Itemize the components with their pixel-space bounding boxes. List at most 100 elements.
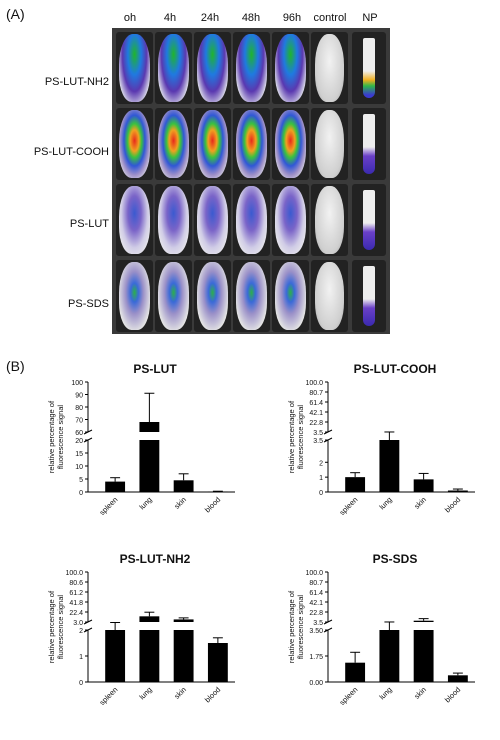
bar xyxy=(379,440,400,492)
y-axis-label-line: relative percentage of xyxy=(287,400,296,473)
x-tick-label: spleen xyxy=(338,685,360,707)
y-axis-label: relative percentage offluorescence signa… xyxy=(47,590,65,663)
row-header: PS-LUT-COOH xyxy=(33,146,109,158)
y-tick-label: 3.50 xyxy=(309,628,323,635)
y-tick-label: 41.8 xyxy=(69,600,83,607)
x-tick-label: lung xyxy=(377,495,393,511)
y-tick-label: 61.4 xyxy=(309,590,323,597)
chart-title: PS-LUT-NH2 xyxy=(119,552,191,566)
x-tick-label: skin xyxy=(412,685,428,701)
column-header: 24h xyxy=(200,12,220,24)
y-tick-label: 61.2 xyxy=(69,590,83,597)
y-tick-label: 0 xyxy=(79,490,83,497)
y-axis-label-line: fluorescence signal xyxy=(296,405,305,470)
y-tick-label: 2 xyxy=(79,628,83,635)
mouse-body xyxy=(158,110,189,178)
x-tick-label: spleen xyxy=(98,495,120,517)
mouse-image xyxy=(233,108,270,180)
y-tick-label: 42.1 xyxy=(309,600,323,607)
bar xyxy=(413,479,434,492)
mouse-body xyxy=(236,110,267,178)
y-tick-label: 3.0 xyxy=(73,620,83,627)
y-tick-label: 22.8 xyxy=(309,420,323,427)
x-tick-label: skin xyxy=(172,495,188,511)
bar xyxy=(413,630,434,682)
bar xyxy=(139,422,160,432)
mouse-image xyxy=(116,184,153,256)
mouse-image xyxy=(233,32,270,104)
bar xyxy=(447,490,468,492)
mouse-image xyxy=(311,260,348,332)
y-tick-label: 0.00 xyxy=(309,680,323,687)
bar xyxy=(139,630,160,682)
mouse-image xyxy=(155,108,192,180)
bar xyxy=(173,619,194,622)
y-tick-label: 60 xyxy=(75,430,83,437)
mouse-body xyxy=(275,110,306,178)
mouse-body xyxy=(197,186,228,254)
x-tick-label: spleen xyxy=(98,685,120,707)
x-tick-label: lung xyxy=(137,685,153,701)
chart-1: PS-LUT 0 5 10 15 20 60 70 80 90 100 relative percen… xyxy=(30,362,245,542)
y-tick-label: 15 xyxy=(75,451,83,458)
x-tick-label: skin xyxy=(412,495,428,511)
y-tick-label: 20 xyxy=(75,438,83,445)
column-header: 4h xyxy=(163,12,177,24)
mouse-body xyxy=(236,186,267,254)
y-tick-label: 0 xyxy=(319,490,323,497)
mouse-image xyxy=(194,108,231,180)
y-tick-label: 70 xyxy=(75,418,83,425)
y-tick-label: 100 xyxy=(71,380,83,387)
y-axis-label-line: fluorescence signal xyxy=(296,595,305,660)
bar xyxy=(139,616,160,622)
y-tick-label: 1.75 xyxy=(309,654,323,661)
column-header: NP xyxy=(362,12,378,24)
y-tick-label: 100.0 xyxy=(305,570,323,577)
row-header: PS-LUT xyxy=(69,218,109,230)
mouse-body xyxy=(197,262,228,330)
mouse-body xyxy=(236,262,267,330)
panel-b-label: (B) xyxy=(6,358,25,374)
y-tick-label: 3.5 xyxy=(313,620,323,627)
y-tick-label: 0 xyxy=(79,680,83,687)
mouse-body xyxy=(315,262,344,330)
column-header: 48h xyxy=(241,12,261,24)
mouse-body xyxy=(197,110,228,178)
mouse-body xyxy=(275,34,306,102)
mouse-body xyxy=(158,262,189,330)
mouse-image xyxy=(233,184,270,256)
x-tick-label: skin xyxy=(172,685,188,701)
nanoparticle-tube-image xyxy=(352,108,386,180)
chart-svg: 0.00 1.75 3.503.5 22.8 42.1 61.4 80.7 100.0 rela… xyxy=(287,570,475,707)
mouse-body xyxy=(315,110,344,178)
y-tick-label: 5 xyxy=(79,477,83,484)
mouse-image xyxy=(194,260,231,332)
x-tick-label: lung xyxy=(137,495,153,511)
mouse-body xyxy=(119,186,150,254)
mouse-image xyxy=(116,32,153,104)
mouse-image xyxy=(116,260,153,332)
bar xyxy=(105,630,126,682)
panel-a-label: (A) xyxy=(6,6,25,22)
bar xyxy=(173,630,194,682)
mouse-body xyxy=(315,186,344,254)
mouse-body xyxy=(315,34,344,102)
y-tick-label: 42.1 xyxy=(309,410,323,417)
bar xyxy=(105,481,126,492)
x-tick-label: blood xyxy=(203,495,222,514)
y-axis-label-line: fluorescence signal xyxy=(56,405,65,470)
mouse-body xyxy=(119,110,150,178)
mouse-body xyxy=(275,262,306,330)
y-tick-label: 80.7 xyxy=(309,580,323,587)
x-tick-label: spleen xyxy=(338,495,360,517)
bar xyxy=(447,675,468,682)
mouse-body xyxy=(158,34,189,102)
y-axis-label-line: fluorescence signal xyxy=(56,595,65,660)
bar xyxy=(345,477,366,492)
tube xyxy=(363,114,375,174)
chart-svg: 0 1 23.0 22.4 41.8 61.2 80.6 100.0 relative perc… xyxy=(47,570,235,707)
y-tick-label: 22.8 xyxy=(309,610,323,617)
bar xyxy=(413,620,434,622)
bar xyxy=(345,662,366,682)
